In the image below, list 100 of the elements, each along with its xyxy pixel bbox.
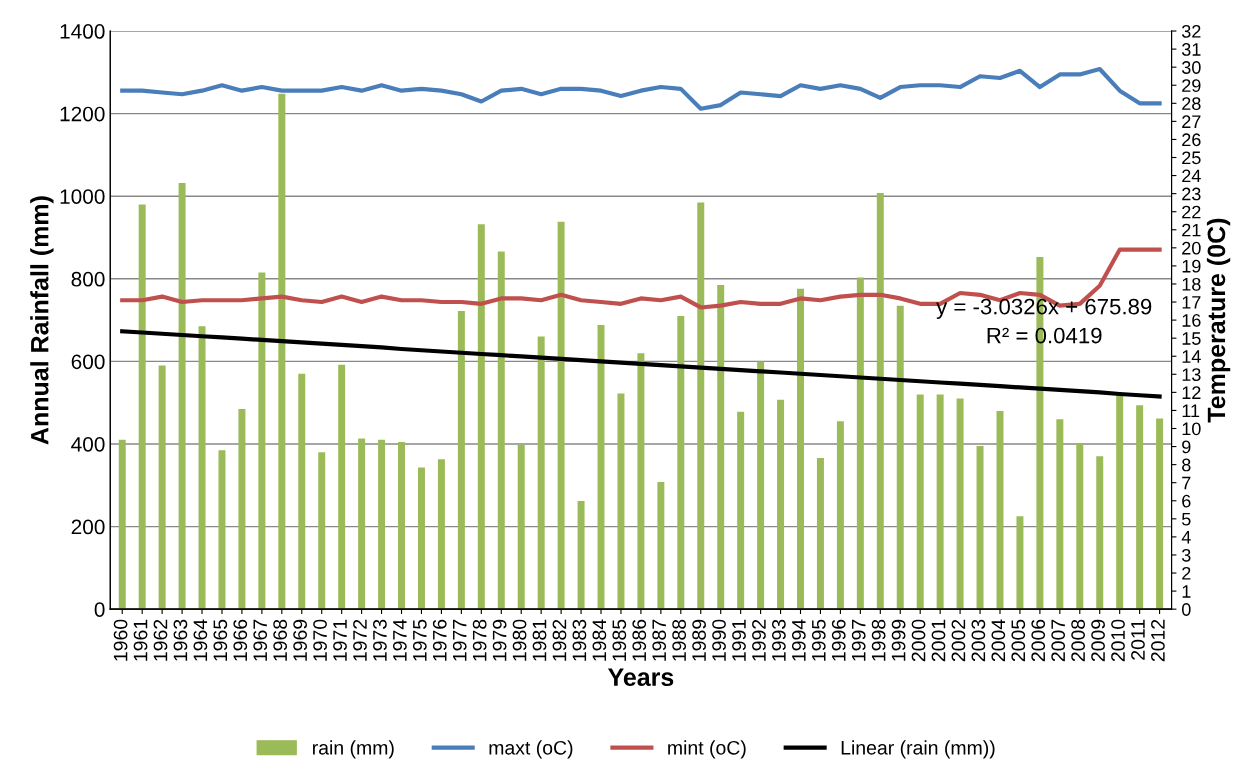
x-tick-label: 2000: [911, 619, 926, 662]
x-tick-label: 1986: [632, 619, 647, 661]
line-series: [120, 329, 1162, 399]
y2-tick-label: 15: [1182, 332, 1201, 345]
x-tick-label: 2001: [931, 619, 946, 662]
bar: [158, 365, 166, 610]
bar: [1056, 419, 1064, 610]
bar: [856, 277, 864, 610]
bar: [378, 439, 386, 610]
bar: [118, 439, 126, 610]
x-tick-label: 1991: [732, 619, 746, 661]
x-tick-label: 1980: [512, 619, 527, 661]
y2-tick-label: 27: [1182, 115, 1201, 128]
x-tick-label: 1974: [392, 619, 407, 661]
y2-tick-label: 0: [1181, 603, 1191, 616]
x-tick-label: 2007: [1051, 619, 1066, 662]
y2-tick-label: 3: [1181, 548, 1191, 562]
x-tick-label: 1992: [752, 619, 766, 661]
y-tick-label: 1200: [60, 106, 105, 122]
y2-tick-label: 11: [1182, 404, 1200, 417]
bar: [816, 458, 824, 610]
bar: [1076, 443, 1084, 610]
x-tick-label: 1972: [353, 619, 367, 661]
bar: [1116, 394, 1124, 610]
y2-tick-label: 14: [1182, 350, 1201, 363]
bar: [717, 285, 725, 610]
bar: [617, 393, 625, 610]
bar: [358, 438, 366, 610]
x-tick-label: 1960: [113, 619, 128, 661]
bar: [976, 446, 984, 610]
y2-tick-label: 1: [1182, 585, 1191, 598]
bar: [198, 326, 206, 610]
x-tick-label: 1963: [173, 619, 188, 661]
x-tick-label: 2011: [1131, 619, 1145, 660]
x-axis-title: Years: [607, 668, 674, 687]
x-tick-label: 1994: [791, 619, 806, 661]
bar: [597, 325, 605, 610]
bar: [258, 272, 266, 610]
y2-tick-label: 24: [1182, 169, 1201, 183]
x-tick-label: 1984: [592, 619, 607, 661]
x-tick-label: 1993: [772, 619, 786, 661]
y2-tick-label: 5: [1182, 512, 1191, 526]
bar: [417, 467, 425, 610]
y2-tick-label: 16: [1182, 314, 1201, 327]
x-tick-label: 1966: [233, 619, 248, 661]
x-tick-label: 1989: [692, 619, 706, 661]
y2-tick-label: 12: [1182, 386, 1201, 399]
y2-tick-label: 21: [1182, 223, 1201, 237]
bar: [338, 364, 346, 610]
bar: [777, 399, 785, 610]
y2-tick-label: 8: [1182, 458, 1191, 472]
y2-tick-label: 13: [1182, 368, 1201, 382]
bar: [737, 411, 745, 610]
y2-tick-label: 29: [1182, 79, 1201, 92]
bar: [936, 394, 944, 610]
y2-tick-label: 18: [1182, 277, 1201, 291]
x-tick-label: 1962: [153, 619, 168, 661]
legend-label: mint (oC): [668, 740, 746, 759]
x-tick-label: 1987: [652, 619, 667, 661]
x-tick-label: 1995: [811, 619, 826, 661]
y2-axis-title: Temperature (0C): [1206, 218, 1231, 423]
bar: [477, 224, 485, 610]
x-tick-label: 1973: [373, 619, 387, 661]
legend-label: rain (mm): [313, 740, 394, 759]
x-tick-label: 2005: [1011, 619, 1026, 662]
y2-tick-label: 32: [1181, 24, 1201, 38]
bar: [797, 288, 804, 610]
bar: [956, 398, 964, 610]
x-tick-label: 1978: [472, 619, 487, 661]
x-tick-label: 1996: [831, 619, 846, 661]
y2-tick-label: 6: [1182, 494, 1191, 508]
bar: [836, 421, 844, 610]
bar: [577, 500, 585, 610]
y2-tick-label: 23: [1182, 187, 1201, 201]
y2-tick-label: 2: [1182, 566, 1191, 580]
bar: [896, 305, 904, 610]
bar: [1136, 405, 1144, 610]
y-tick-label: 200: [71, 519, 105, 535]
x-tick-label: 2003: [971, 619, 986, 662]
bar: [517, 444, 525, 610]
bar: [916, 394, 924, 610]
bar: [178, 183, 186, 610]
y2-tick-label: 22: [1182, 205, 1201, 219]
bar: [657, 481, 665, 610]
y-tick-label: 0: [94, 602, 105, 617]
x-tick-label: 2009: [1091, 619, 1105, 662]
bar: [437, 459, 445, 610]
bar: [757, 361, 765, 610]
bar: [697, 202, 705, 610]
x-tick-label: 1977: [452, 619, 467, 661]
legend-label: Linear (rain (mm)): [841, 740, 995, 759]
y2-tick-label: 10: [1182, 422, 1201, 436]
x-tick-label: 1999: [891, 619, 906, 661]
y-tick-label: 1400: [60, 24, 105, 39]
y2-tick-label: 19: [1182, 259, 1201, 273]
x-tick-label: 1997: [851, 619, 866, 661]
x-tick-label: 1971: [333, 619, 347, 661]
bar: [497, 251, 505, 610]
bar: [557, 221, 565, 610]
bar: [457, 311, 465, 610]
